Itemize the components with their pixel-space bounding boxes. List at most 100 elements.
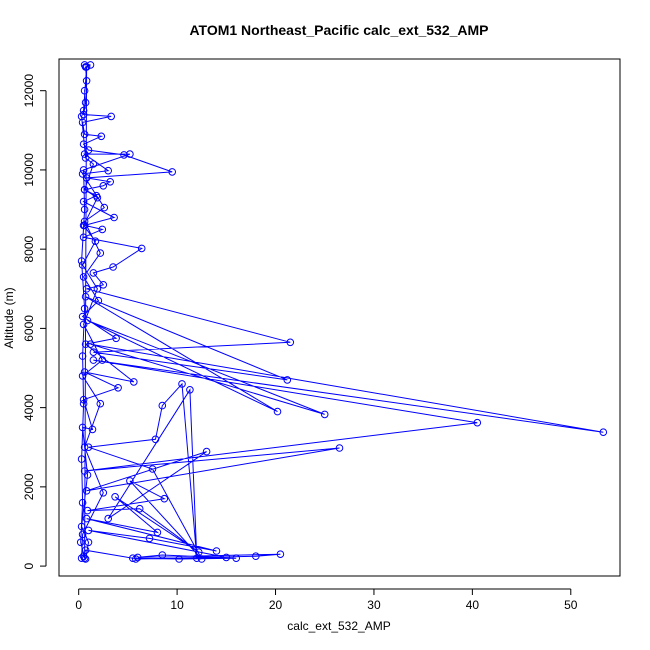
data-point <box>77 455 86 463</box>
y-tick-label: 12000 <box>22 74 36 108</box>
data-point <box>81 98 90 107</box>
data-point <box>78 423 87 432</box>
data-point <box>78 530 87 539</box>
data-point <box>195 548 203 557</box>
data-point <box>78 498 87 507</box>
data-point <box>99 489 108 497</box>
data-point <box>80 150 89 158</box>
y-tick-label: 10000 <box>22 153 36 187</box>
data-point <box>153 528 162 537</box>
data-point <box>93 193 102 202</box>
data-point <box>83 471 92 479</box>
x-tick-label: 0 <box>75 598 82 612</box>
data-point <box>84 443 93 452</box>
data-point <box>130 378 138 386</box>
data-point <box>80 205 89 214</box>
data-point <box>276 550 285 559</box>
data-point <box>286 338 295 347</box>
data-point <box>82 285 91 293</box>
data-point <box>107 112 115 121</box>
plot-frame <box>58 58 621 577</box>
data-point <box>320 410 329 419</box>
data-point <box>132 555 140 563</box>
data-point <box>76 538 85 547</box>
data-point <box>133 553 142 562</box>
data-point <box>283 376 292 384</box>
data-point <box>151 435 160 444</box>
data-point <box>80 304 89 313</box>
data-point <box>78 372 87 380</box>
data-point <box>80 217 89 226</box>
y-tick-label: 4000 <box>22 394 36 421</box>
x-tick-label: 20 <box>269 598 283 612</box>
data-point <box>109 263 117 271</box>
data-point <box>89 356 98 364</box>
x-axis-label: calc_ext_532_AMP <box>287 619 390 633</box>
y-tick-label: 2000 <box>22 473 36 500</box>
data-point <box>148 465 157 473</box>
data-point <box>110 213 118 222</box>
data-point <box>114 384 122 392</box>
data-point <box>252 552 260 561</box>
data-point <box>335 444 344 452</box>
data-point <box>175 555 183 563</box>
y-axis-label: Altitude (m) <box>2 287 16 348</box>
data-point <box>82 514 91 523</box>
data-point <box>78 312 87 321</box>
data-point <box>81 154 90 162</box>
data-point <box>82 487 91 495</box>
data-point <box>79 399 88 408</box>
data-point <box>599 428 608 437</box>
data-point <box>79 197 88 206</box>
data-point <box>84 146 93 154</box>
data-point <box>96 249 105 257</box>
y-tick-label: 0 <box>22 562 36 569</box>
data-point <box>473 418 482 427</box>
data-point <box>77 112 86 121</box>
y-tick-label: 6000 <box>22 315 36 342</box>
data-point <box>129 554 137 563</box>
y-tick-label: 8000 <box>22 235 36 262</box>
data-point <box>79 395 88 404</box>
data-point <box>93 285 102 293</box>
data-point <box>77 257 86 265</box>
data-point <box>120 151 128 159</box>
data-point <box>79 110 88 119</box>
x-tick-label: 50 <box>564 598 578 612</box>
data-point <box>84 526 93 535</box>
data-point <box>178 380 186 388</box>
data-point <box>126 477 134 485</box>
data-point <box>79 221 88 230</box>
data-point <box>89 269 98 277</box>
data-point <box>96 399 105 408</box>
data-point <box>80 554 89 563</box>
data-point <box>78 352 87 360</box>
data-point <box>83 316 92 325</box>
data-point <box>79 273 88 281</box>
data-point <box>79 233 88 242</box>
data-point <box>222 553 231 562</box>
data-point <box>273 407 282 416</box>
data-point <box>86 340 95 349</box>
data-point <box>126 150 134 158</box>
data-point <box>186 386 194 394</box>
data-point <box>91 237 100 245</box>
data-point <box>97 132 106 141</box>
data-point <box>99 281 108 289</box>
data-point <box>81 555 90 563</box>
data-point <box>77 522 86 531</box>
data-point <box>112 334 120 343</box>
y-axis: 0 2000 4000 6000 8000 10000 12000 <box>22 74 47 569</box>
data-point <box>78 170 87 178</box>
data-point <box>81 340 90 349</box>
x-tick-label: 40 <box>466 598 480 612</box>
data-point <box>79 140 88 148</box>
data-point <box>77 554 86 563</box>
series-points <box>76 61 608 563</box>
data-point <box>94 296 103 305</box>
series-line <box>80 64 604 561</box>
data-point <box>80 443 89 452</box>
data-point <box>168 168 176 176</box>
data-point <box>100 203 109 212</box>
x-axis: 0 10 20 30 40 50 <box>75 588 578 612</box>
